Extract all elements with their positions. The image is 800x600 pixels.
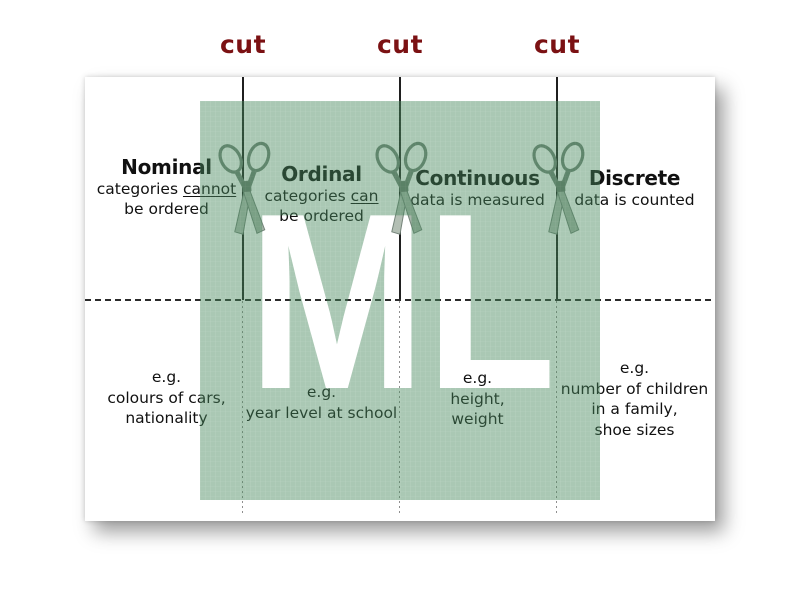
cut-label-2: cut <box>376 30 424 59</box>
examples-discrete: e.g. number of children in a family, sho… <box>560 359 709 439</box>
scissors-icon <box>218 141 271 235</box>
cut-label-1: cut <box>219 30 267 59</box>
column-header-discrete: Discrete data is counted <box>556 167 713 210</box>
examples-continuous: e.g. height, weight <box>450 369 505 428</box>
column-description: data is counted <box>574 191 695 209</box>
scissors-icon <box>375 141 428 235</box>
column-title: Nominal <box>121 155 212 179</box>
column-title: Discrete <box>588 166 681 190</box>
examples-nominal: e.g. colours of cars, nationality <box>107 368 226 427</box>
scissors-icon <box>532 141 585 235</box>
examples-ordinal: e.g. year level at school <box>245 383 398 422</box>
fold-line-dashed <box>85 299 715 301</box>
worksheet-page: Nominal categories cannot be ordered Ordi… <box>85 77 715 521</box>
cut-label-3: cut <box>533 30 581 59</box>
